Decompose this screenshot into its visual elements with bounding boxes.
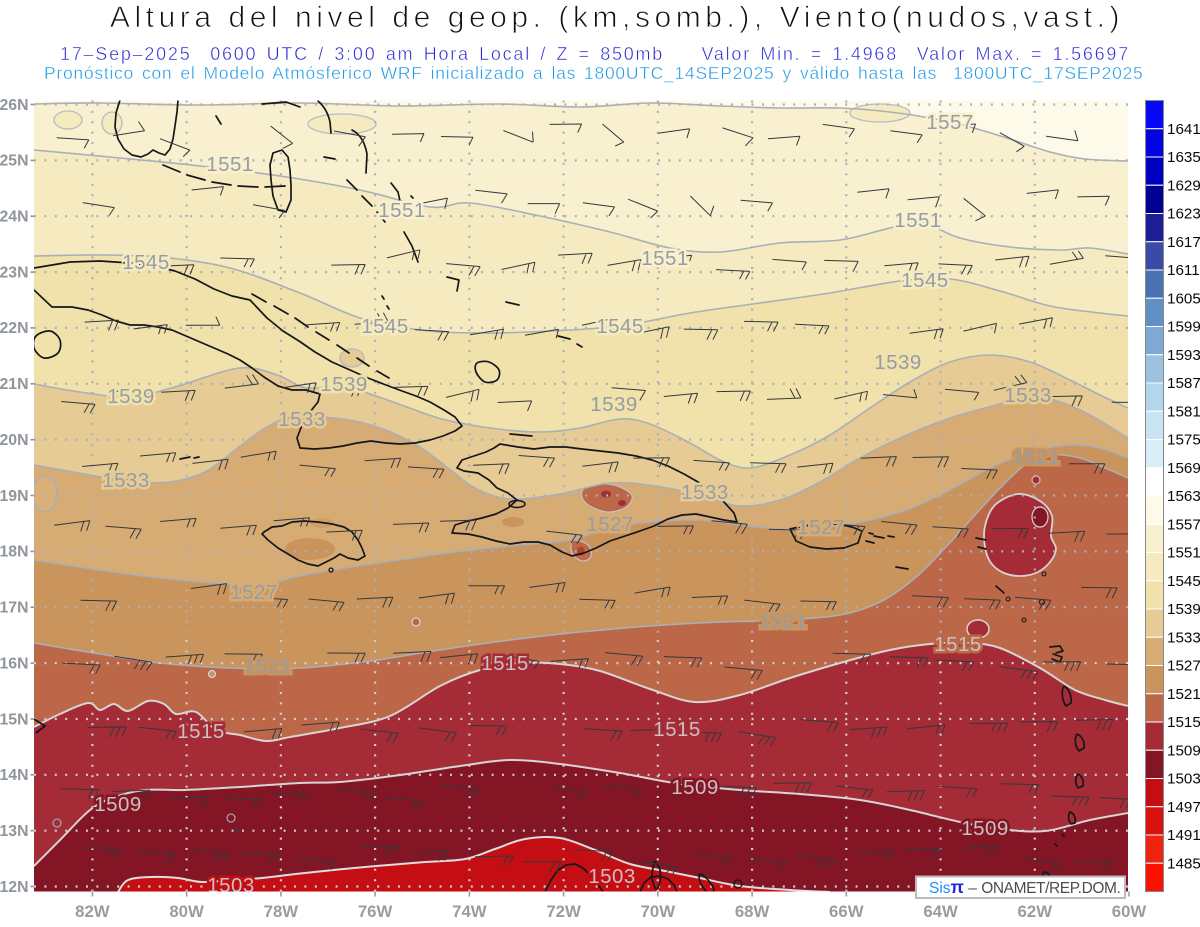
svg-text:Sisπ – ONAMET/REP.DOM.: Sisπ – ONAMET/REP.DOM. xyxy=(929,877,1120,897)
svg-text:1539: 1539 xyxy=(874,351,922,374)
svg-text:15N: 15N xyxy=(0,711,29,728)
svg-text:Altura del nivel de geop. (km,: Altura del nivel de geop. (km,somb.), Vi… xyxy=(110,1,1124,34)
svg-text:1503: 1503 xyxy=(588,865,636,888)
svg-text:1539: 1539 xyxy=(590,393,638,416)
svg-text:1581: 1581 xyxy=(1167,403,1200,420)
svg-text:1497: 1497 xyxy=(1167,799,1200,816)
svg-text:20N: 20N xyxy=(0,432,29,449)
svg-text:12N: 12N xyxy=(0,879,29,896)
svg-text:1503: 1503 xyxy=(1167,771,1200,788)
svg-text:1533: 1533 xyxy=(278,408,326,431)
svg-text:1551: 1551 xyxy=(894,209,942,232)
svg-text:1515: 1515 xyxy=(1167,714,1200,731)
svg-text:1635: 1635 xyxy=(1167,149,1200,166)
svg-text:23N: 23N xyxy=(0,264,29,281)
svg-text:1551: 1551 xyxy=(378,199,426,222)
svg-text:25N: 25N xyxy=(0,153,29,170)
svg-text:1593: 1593 xyxy=(1167,347,1200,364)
svg-text:1551: 1551 xyxy=(1167,545,1200,562)
svg-text:1521: 1521 xyxy=(1167,686,1200,703)
svg-text:1527: 1527 xyxy=(586,513,634,536)
svg-text:1509: 1509 xyxy=(671,776,719,799)
svg-text:1509: 1509 xyxy=(94,793,142,816)
svg-text:26N: 26N xyxy=(0,97,29,114)
svg-text:18N: 18N xyxy=(0,544,29,561)
svg-text:82W: 82W xyxy=(75,902,110,921)
svg-text:1623: 1623 xyxy=(1167,206,1200,223)
svg-text:1545: 1545 xyxy=(361,315,409,338)
svg-text:1521: 1521 xyxy=(244,655,292,678)
svg-text:24N: 24N xyxy=(0,209,29,226)
svg-text:1527: 1527 xyxy=(230,581,278,604)
svg-text:1641: 1641 xyxy=(1167,121,1200,138)
svg-text:1575: 1575 xyxy=(1167,432,1200,449)
svg-text:Pronóstico con el Modelo Atmós: Pronóstico con el Modelo Atmósferico WRF… xyxy=(44,63,1144,84)
svg-text:1545: 1545 xyxy=(1167,573,1200,590)
svg-text:74W: 74W xyxy=(452,902,487,921)
svg-text:60W: 60W xyxy=(1112,902,1147,921)
svg-text:66W: 66W xyxy=(829,902,864,921)
svg-text:21N: 21N xyxy=(0,376,29,393)
svg-text:1545: 1545 xyxy=(122,251,170,274)
svg-text:1533: 1533 xyxy=(1167,630,1200,647)
svg-text:1545: 1545 xyxy=(901,269,949,292)
svg-text:62W: 62W xyxy=(1018,902,1053,921)
svg-text:1533: 1533 xyxy=(102,469,150,492)
svg-text:1509: 1509 xyxy=(1167,743,1200,760)
svg-text:1563: 1563 xyxy=(1167,488,1200,505)
svg-text:1557: 1557 xyxy=(1167,517,1200,534)
svg-text:1515: 1515 xyxy=(934,633,982,656)
svg-text:16N: 16N xyxy=(0,655,29,672)
svg-text:17N: 17N xyxy=(0,600,29,617)
svg-text:1599: 1599 xyxy=(1167,319,1200,336)
svg-text:68W: 68W xyxy=(735,902,770,921)
svg-text:1617: 1617 xyxy=(1167,234,1200,251)
svg-text:1551: 1551 xyxy=(206,153,254,176)
svg-text:78W: 78W xyxy=(264,902,299,921)
svg-text:1539: 1539 xyxy=(320,373,368,396)
svg-text:1611: 1611 xyxy=(1167,262,1200,279)
svg-text:1587: 1587 xyxy=(1167,375,1200,392)
svg-text:72W: 72W xyxy=(546,902,581,921)
svg-text:1491: 1491 xyxy=(1167,827,1200,844)
svg-text:1629: 1629 xyxy=(1167,177,1200,194)
svg-text:14N: 14N xyxy=(0,767,29,784)
svg-text:22N: 22N xyxy=(0,320,29,337)
svg-text:1569: 1569 xyxy=(1167,460,1200,477)
svg-text:1509: 1509 xyxy=(961,817,1009,840)
svg-text:70W: 70W xyxy=(641,902,676,921)
svg-text:1527: 1527 xyxy=(797,516,845,539)
svg-text:1521: 1521 xyxy=(759,610,807,633)
svg-text:1545: 1545 xyxy=(596,315,644,338)
svg-text:1605: 1605 xyxy=(1167,290,1200,307)
svg-text:1533: 1533 xyxy=(1004,384,1052,407)
svg-text:64W: 64W xyxy=(923,902,958,921)
svg-text:1539: 1539 xyxy=(1167,601,1200,618)
svg-text:19N: 19N xyxy=(0,488,29,505)
svg-text:1515: 1515 xyxy=(177,720,225,743)
svg-text:1485: 1485 xyxy=(1167,856,1200,873)
svg-text:1527: 1527 xyxy=(1167,658,1200,675)
svg-text:1551: 1551 xyxy=(641,247,689,270)
svg-text:17–Sep–2025 0600 UTC / 3:00 a: 17–Sep–2025 0600 UTC / 3:00 am Hora Loca… xyxy=(60,44,1130,64)
svg-text:1521: 1521 xyxy=(1012,446,1060,469)
svg-text:76W: 76W xyxy=(358,902,393,921)
svg-text:1539: 1539 xyxy=(107,385,155,408)
svg-text:1515: 1515 xyxy=(653,718,701,741)
svg-text:1515: 1515 xyxy=(481,652,529,675)
svg-text:13N: 13N xyxy=(0,823,29,840)
svg-text:1503: 1503 xyxy=(207,874,255,897)
svg-text:1533: 1533 xyxy=(681,481,729,504)
svg-text:1557: 1557 xyxy=(926,111,974,134)
svg-text:80W: 80W xyxy=(169,902,204,921)
